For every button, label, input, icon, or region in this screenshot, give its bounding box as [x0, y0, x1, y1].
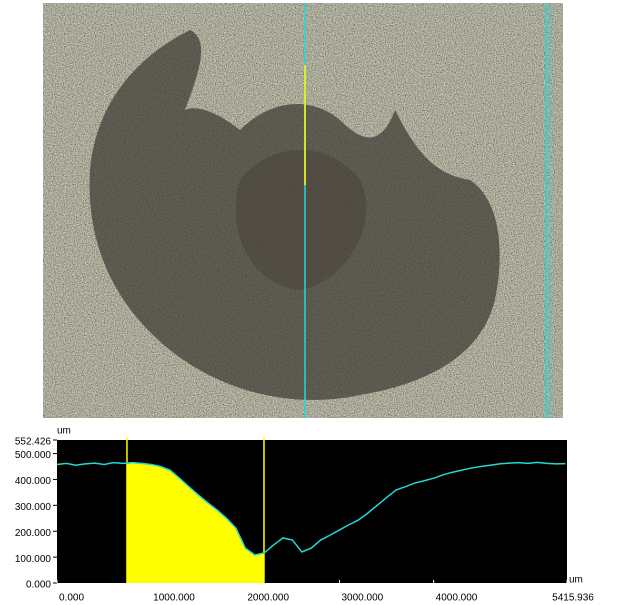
x-tick-label: 2000.000 [247, 593, 289, 604]
y-tick-label: 100.000 [15, 554, 52, 565]
x-tick-label: 3000.000 [341, 593, 383, 604]
y-unit: um [57, 426, 71, 437]
y-tick-label: 552.426 [15, 437, 52, 448]
x-unit: um [569, 575, 583, 586]
y-tick-label: 400.000 [15, 476, 52, 487]
specimen-center [235, 150, 367, 290]
y-tick-label: 500.000 [15, 450, 52, 461]
x-tick-label: 0.000 [59, 593, 84, 604]
y-tick-label: 0.000 [26, 580, 51, 591]
specimen-image [43, 3, 563, 418]
y-tick-label: 200.000 [15, 528, 52, 539]
x-tick-label: 1000.000 [153, 593, 195, 604]
y-tick-label: 300.000 [15, 502, 52, 513]
x-tick-label: 5415.936 [552, 593, 594, 604]
profile [56, 461, 566, 556]
selection-fill [126, 462, 264, 583]
x-tick-label: 4000.000 [436, 593, 478, 604]
